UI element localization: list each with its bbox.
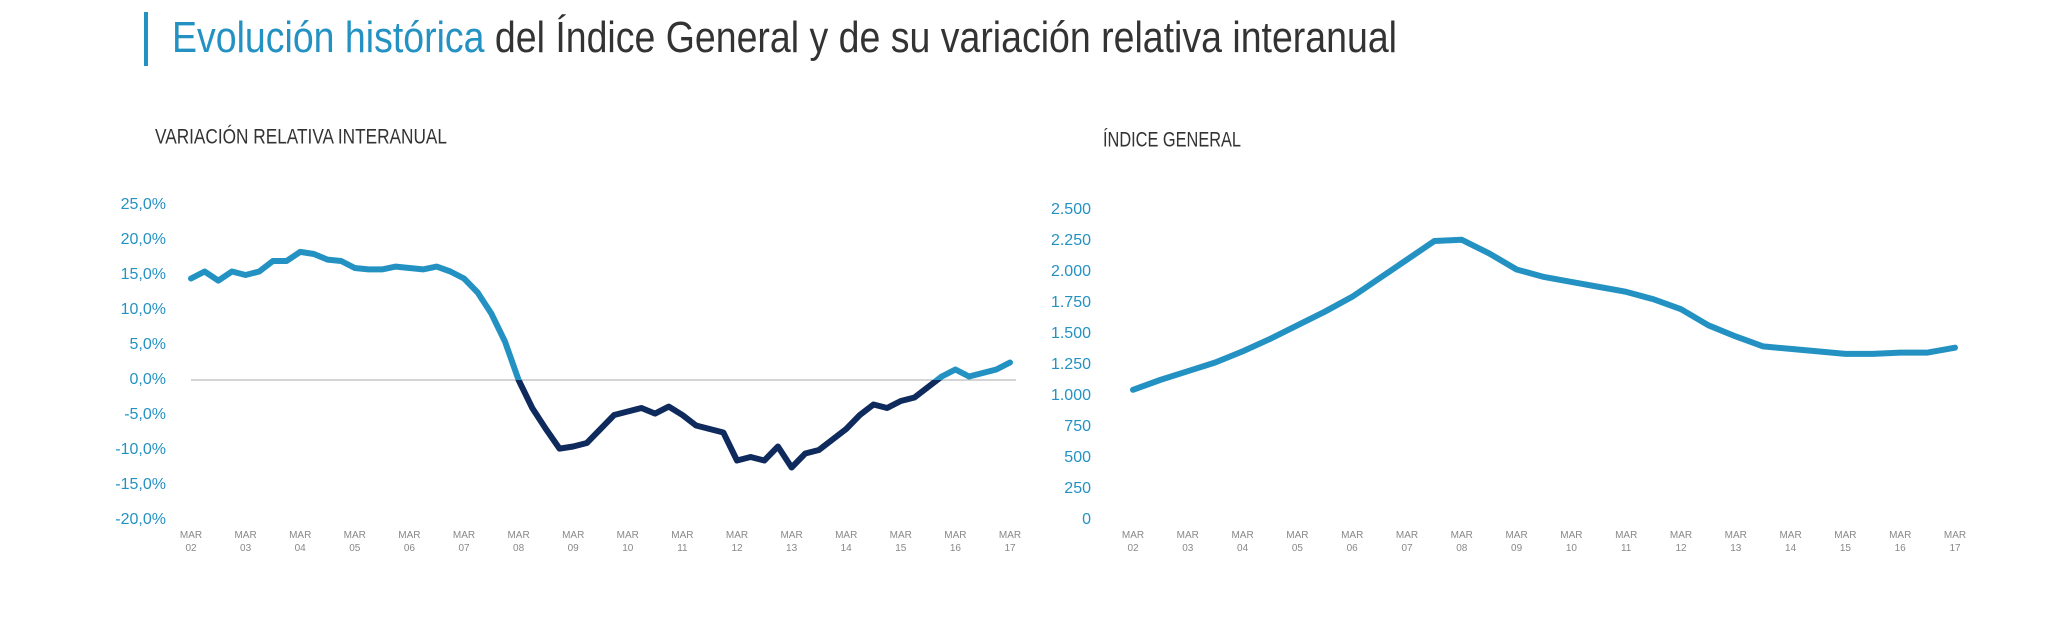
x-tick-label: MAR 08	[1450, 530, 1473, 554]
x-tick-label: MAR 17	[1943, 530, 1967, 554]
y-tick-label: 25,0%	[121, 196, 166, 213]
x-tick-label: MAR 13	[780, 530, 803, 554]
x-tick-label: MAR 14	[835, 530, 858, 554]
x-tick-label: MAR 06	[1341, 530, 1364, 554]
y-tick-label: 1.000	[1051, 387, 1091, 404]
x-tick-label: MAR 15	[1834, 530, 1857, 554]
x-tick-label: MAR 10	[1560, 530, 1583, 554]
x-tick-label: MAR 04	[1231, 530, 1254, 554]
y-tick-label: 20,0%	[121, 231, 166, 248]
x-tick-label: MAR 13	[1724, 530, 1747, 554]
y-tick-label: 15,0%	[121, 266, 166, 283]
chart-subtitle: VARIACIÓN RELATIVA INTERANUAL	[155, 126, 447, 149]
y-tick-label: 2.500	[1051, 201, 1091, 218]
chart-subtitle: ÍNDICE GENERAL	[1103, 129, 1241, 152]
x-tick-label: MAR 09	[562, 530, 585, 554]
x-tick-label: MAR 09	[1505, 530, 1528, 554]
data-line	[188, 248, 1013, 380]
x-tick-label: MAR 11	[1615, 530, 1638, 554]
x-tick-label: MAR 17	[998, 530, 1022, 554]
x-tick-label: MAR 03	[234, 530, 257, 554]
x-tick-label: MAR 10	[616, 530, 639, 554]
x-tick-label: MAR 07	[452, 530, 476, 554]
x-tick-label: MAR 14	[1779, 530, 1802, 554]
title-rest: del Índice General y de su variación rel…	[484, 13, 1397, 62]
y-tick-label: 1.500	[1051, 325, 1091, 342]
x-tick-label: MAR 12	[1669, 530, 1693, 554]
page-title: Evolución histórica del Índice General y…	[172, 13, 1397, 62]
y-tick-label: 2.250	[1051, 232, 1091, 249]
data-line	[515, 380, 943, 471]
x-tick-label: MAR 16	[944, 530, 967, 554]
y-tick-label: 500	[1064, 449, 1091, 466]
title-highlight: Evolución histórica	[172, 13, 485, 62]
x-tick-label: MAR 04	[289, 530, 312, 554]
y-tick-label: 750	[1064, 418, 1091, 435]
y-tick-label: 0,0%	[130, 371, 166, 388]
x-tick-label: MAR 05	[343, 530, 366, 554]
x-tick-label: MAR 03	[1176, 530, 1199, 554]
y-tick-label: 1.250	[1051, 356, 1091, 373]
x-tick-label: MAR 07	[1395, 530, 1419, 554]
y-tick-label: -20,0%	[115, 511, 166, 528]
y-tick-label: -10,0%	[115, 441, 166, 458]
x-tick-label: MAR 05	[1286, 530, 1309, 554]
y-tick-label: 250	[1064, 480, 1091, 497]
x-tick-label: MAR 02	[179, 530, 203, 554]
data-line	[1130, 236, 1958, 393]
y-tick-label: -5,0%	[124, 406, 166, 423]
y-tick-label: 5,0%	[130, 336, 166, 353]
y-tick-label: 2.000	[1051, 263, 1091, 280]
x-tick-label: MAR 06	[398, 530, 421, 554]
x-tick-label: MAR 08	[507, 530, 530, 554]
x-tick-label: MAR 16	[1889, 530, 1912, 554]
y-tick-label: 10,0%	[121, 301, 166, 318]
x-tick-label: MAR 15	[889, 530, 912, 554]
x-tick-label: MAR 02	[1121, 530, 1145, 554]
x-tick-label: MAR 11	[671, 530, 694, 554]
y-tick-label: 1.750	[1051, 294, 1091, 311]
y-tick-label: 0	[1082, 511, 1091, 528]
y-tick-label: -15,0%	[115, 476, 166, 493]
x-tick-label: MAR 12	[725, 530, 749, 554]
title-bar	[144, 12, 148, 66]
